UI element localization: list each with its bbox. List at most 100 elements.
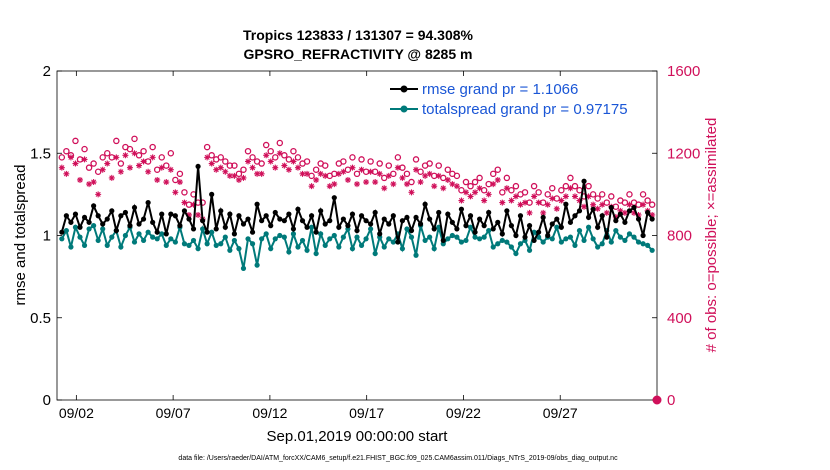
totalspread-point xyxy=(508,244,514,250)
obs-possible-point xyxy=(435,162,442,169)
rmse-point xyxy=(63,213,69,219)
totalspread-point xyxy=(240,265,247,271)
rmse-point xyxy=(163,231,169,237)
obs-assimilated-point xyxy=(249,164,256,171)
totalspread-point xyxy=(608,239,614,245)
totalspread-point xyxy=(254,262,260,268)
obs-assimilated-point xyxy=(503,185,510,192)
totalspread-point xyxy=(390,239,396,245)
obs-possible-point xyxy=(240,166,247,173)
obs-assimilated-point xyxy=(585,193,592,200)
rmse-point xyxy=(595,224,601,230)
totalspread-point xyxy=(81,242,88,248)
obs-possible-point xyxy=(244,147,252,155)
rmse-point xyxy=(422,201,428,207)
obs-assimilated-point xyxy=(435,172,442,179)
totalspread-point xyxy=(404,226,410,232)
obs-possible-point xyxy=(385,162,393,169)
totalspread-point xyxy=(386,236,392,242)
obs-assimilated-point xyxy=(140,158,147,165)
rmse-point xyxy=(222,224,228,230)
obs-assimilated-point xyxy=(231,172,238,179)
obs-assimilated-point xyxy=(222,168,229,175)
rmse-point xyxy=(209,191,215,197)
obs-possible-point xyxy=(394,154,402,161)
totalspread-point xyxy=(91,223,97,229)
obs-possible-point xyxy=(217,154,225,161)
obs-assimilated-point xyxy=(95,191,102,198)
totalspread-point xyxy=(499,237,505,244)
totalspread-point xyxy=(222,234,228,240)
obs-assimilated-point xyxy=(90,179,97,186)
totalspread-point xyxy=(263,231,269,237)
rmse-point xyxy=(127,223,133,229)
totalspread-point xyxy=(104,242,110,248)
totalspread-point xyxy=(77,234,83,240)
obs-possible-point xyxy=(262,141,270,149)
rmse-point xyxy=(345,223,351,229)
totalspread-point xyxy=(626,231,633,237)
rmse-point xyxy=(554,216,560,222)
totalspread-point xyxy=(236,246,242,252)
rmse-point xyxy=(159,211,165,217)
rmse-point xyxy=(150,219,156,225)
obs-assimilated-point xyxy=(245,158,252,165)
rmse-point xyxy=(645,209,651,216)
obs-possible-point xyxy=(99,154,106,161)
rmse-point xyxy=(77,224,83,230)
totalspread-point xyxy=(86,226,92,232)
obs-assimilated-point xyxy=(403,181,410,188)
rmse-point xyxy=(490,226,496,232)
totalspread-point xyxy=(354,234,360,240)
right-tick-label: 400 xyxy=(667,310,692,327)
rmse-point xyxy=(72,211,79,217)
rmse-point xyxy=(259,218,265,224)
obs-possible-point xyxy=(585,182,592,190)
obs-possible-point xyxy=(412,156,420,163)
obs-assimilated-point xyxy=(481,197,488,204)
totalspread-point xyxy=(381,244,387,250)
obs-possible-point xyxy=(181,189,188,196)
rmse-point xyxy=(186,216,192,222)
obs-assimilated-point xyxy=(485,191,492,198)
obs-possible-point xyxy=(58,154,66,161)
totalspread-point xyxy=(227,247,233,253)
x-tick-label: 09/17 xyxy=(349,405,384,421)
rmse-point xyxy=(95,213,101,219)
totalspread-point xyxy=(454,234,460,240)
totalspread-point xyxy=(213,242,219,248)
totalspread-point xyxy=(268,246,274,252)
y-axis-label-right: # of obs: o=possible; ×=assimilated xyxy=(703,118,720,353)
totalspread-point xyxy=(558,239,564,245)
rmse-point xyxy=(635,216,642,222)
obs-possible-point xyxy=(272,154,279,161)
totalspread-point xyxy=(581,237,587,244)
obs-assimilated-point xyxy=(476,185,483,192)
obs-assimilated-point xyxy=(449,181,456,188)
obs-assimilated-point xyxy=(612,213,619,220)
obs-assimilated-point xyxy=(413,166,420,173)
obs-assimilated-point xyxy=(258,170,265,177)
rmse-point xyxy=(581,178,587,184)
totalspread-point xyxy=(131,239,138,245)
totalspread-point xyxy=(549,236,555,242)
rmse-point xyxy=(590,206,596,212)
obs-possible-point xyxy=(126,145,134,153)
rmse-point xyxy=(622,219,628,225)
totalspread-point xyxy=(200,226,206,232)
obs-assimilated-point xyxy=(390,181,397,188)
obs-possible-point xyxy=(530,182,538,190)
obs-assimilated-point xyxy=(122,152,129,159)
rmse-point xyxy=(390,213,396,219)
obs-possible-point xyxy=(353,170,361,178)
obs-assimilated-point xyxy=(213,166,220,173)
obs-assimilated-point xyxy=(113,154,120,161)
obs-assimilated-point xyxy=(467,193,474,200)
rmse-point xyxy=(399,218,406,224)
totalspread-point xyxy=(463,237,469,244)
chart-title-line1: Tropics 123833 / 131307 = 94.308% xyxy=(243,27,474,43)
legend-box xyxy=(386,78,654,118)
obs-possible-point xyxy=(476,174,483,182)
obs-possible-point xyxy=(376,160,383,167)
rmse-point xyxy=(477,216,483,222)
